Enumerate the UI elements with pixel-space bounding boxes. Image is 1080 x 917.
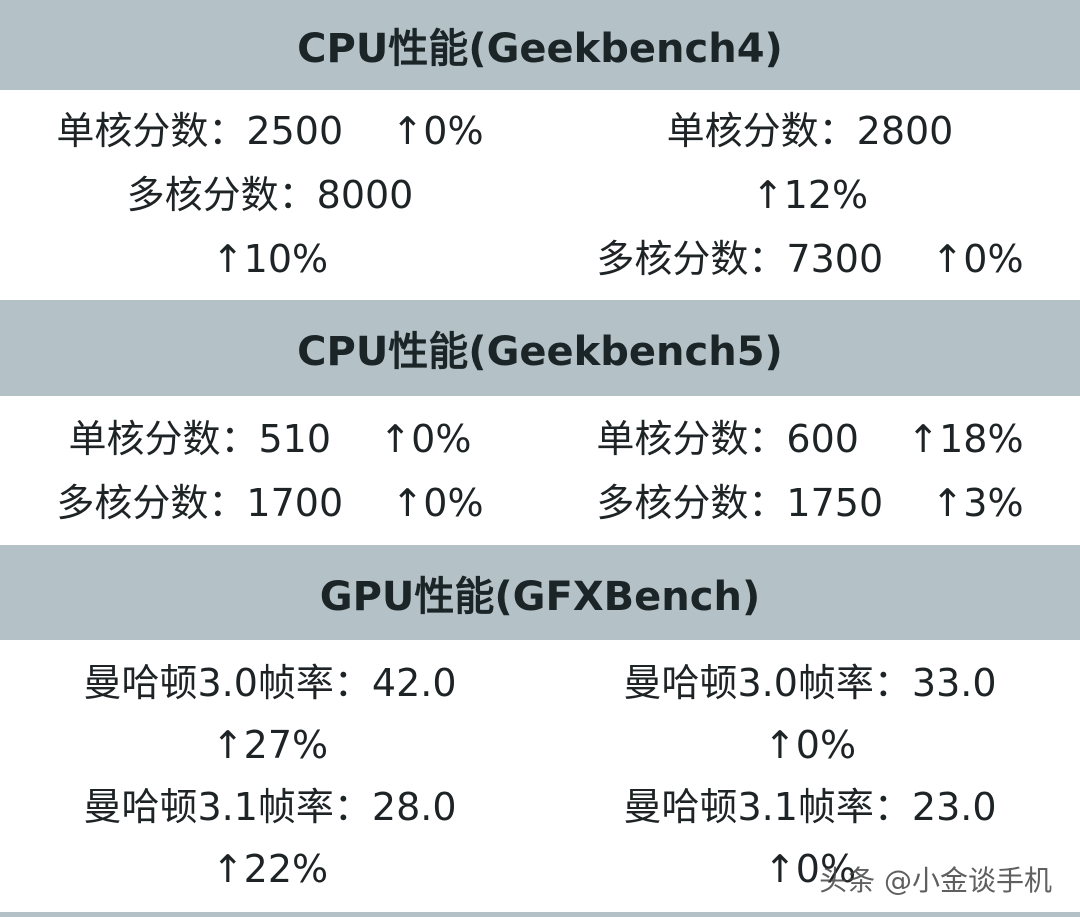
score-line: 多核分数：8000 (126, 173, 414, 217)
score-line: ↑22% (211, 847, 329, 891)
score-line: 曼哈顿3.0帧率：33.0 (623, 661, 997, 705)
section-header: CPU性能(Geekbench5) (0, 300, 1080, 396)
column: 单核分数：600 ↑18% 多核分数：1750 ↑3% (540, 396, 1080, 545)
column: 单核分数：2800 ↑12% 多核分数：7300 ↑0% (540, 90, 1080, 300)
score-line: ↑27% (211, 723, 329, 767)
column: 单核分数：2500 ↑0% 多核分数：8000 ↑10% (0, 90, 540, 300)
column: 单核分数：510 ↑0% 多核分数：1700 ↑0% (0, 396, 540, 545)
score-line: 单核分数：2500 ↑0% (56, 109, 484, 153)
section-header: GPU性能(GFXBench) (0, 545, 1080, 640)
score-line: 单核分数：2800 (666, 109, 954, 153)
score-line: ↑10% (211, 237, 329, 281)
section-body: 单核分数：2500 ↑0% 多核分数：8000 ↑10% 单核分数：2800 ↑12% 多… (0, 90, 1080, 300)
score-line: ↑0% (763, 847, 857, 891)
footer-bar (0, 912, 1080, 917)
score-line: 曼哈顿3.1帧率：28.0 (83, 785, 457, 829)
score-line: 多核分数：7300 ↑0% (596, 237, 1024, 281)
watermark: 头条 @小金谈手机 (819, 864, 1052, 897)
column: 曼哈顿3.0帧率：33.0 ↑0% 曼哈顿3.1帧率：23.0 ↑0% (540, 640, 1080, 912)
column: 曼哈顿3.0帧率：42.0 ↑27% 曼哈顿3.1帧率：28.0 ↑22% (0, 640, 540, 912)
score-line: 曼哈顿3.0帧率：42.0 (83, 661, 457, 705)
score-line: 多核分数：1700 ↑0% (56, 480, 484, 525)
score-line: 单核分数：510 ↑0% (68, 416, 472, 461)
score-line: ↑0% (763, 723, 857, 767)
section-header: CPU性能(Geekbench4) (0, 0, 1080, 90)
score-line: ↑12% (751, 173, 869, 217)
section-body: 单核分数：510 ↑0% 多核分数：1700 ↑0% 单核分数：600 ↑18% 多核… (0, 396, 1080, 545)
score-line: 多核分数：1750 ↑3% (596, 480, 1024, 525)
score-line: 单核分数：600 ↑18% (596, 416, 1024, 461)
score-line: 曼哈顿3.1帧率：23.0 (623, 785, 997, 829)
section-body: 曼哈顿3.0帧率：42.0 ↑27% 曼哈顿3.1帧率：28.0 ↑22% 曼哈顿3.0… (0, 640, 1080, 912)
